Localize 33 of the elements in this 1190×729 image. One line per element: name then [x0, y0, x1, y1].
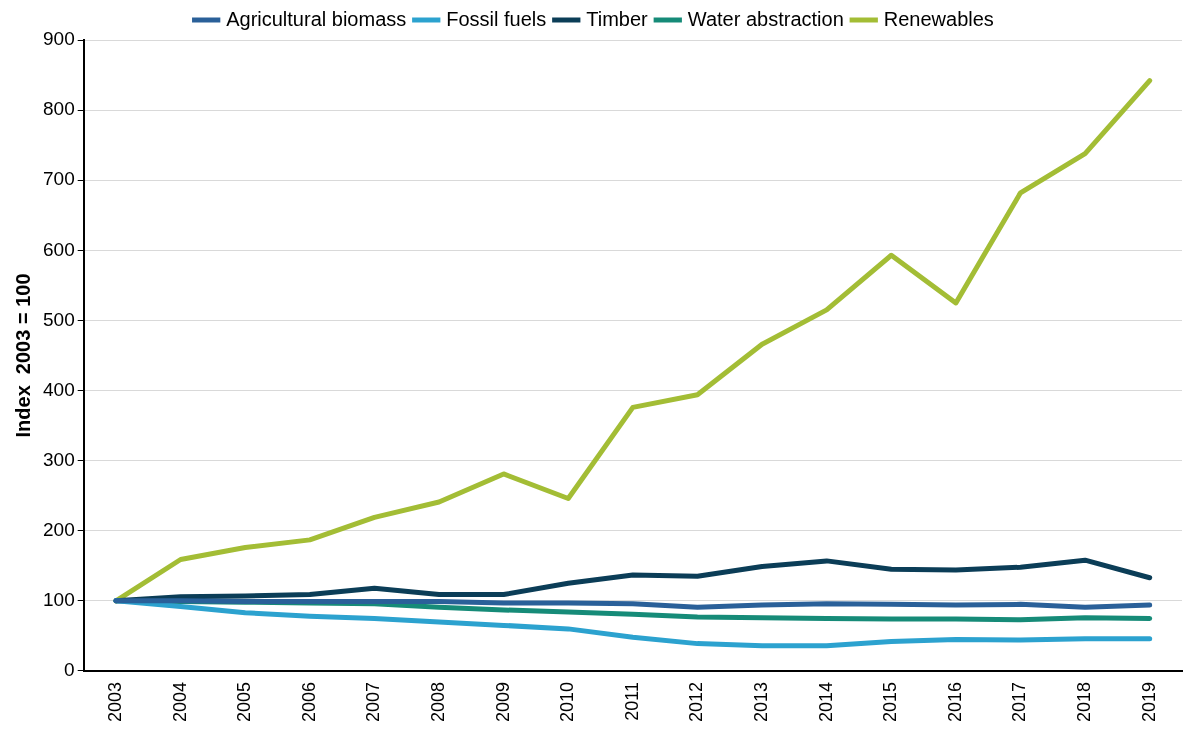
x-tick-label: 2003 — [104, 681, 125, 722]
x-tick-label: 2004 — [169, 681, 190, 722]
x-tick-label: 2015 — [880, 681, 901, 722]
x-tick-label: 2017 — [1009, 681, 1030, 722]
legend-label: Renewables — [883, 7, 994, 30]
x-tick-label: 2006 — [298, 681, 319, 722]
legend-label: Timber — [586, 7, 649, 30]
y-tick-label: 400 — [43, 378, 75, 400]
x-tick-label: 2014 — [815, 681, 836, 722]
x-tick-label: 2018 — [1074, 681, 1095, 722]
x-tick-label: 2005 — [234, 681, 255, 722]
x-tick-label: 2011 — [621, 681, 642, 721]
y-tick-label: 200 — [43, 518, 75, 540]
x-tick-label: 2013 — [751, 681, 772, 722]
legend-label: Fossil fuels — [446, 7, 547, 30]
x-tick-label: 2012 — [686, 681, 707, 722]
x-tick-label: 2009 — [492, 681, 513, 722]
x-tick-label: 2019 — [1138, 681, 1159, 722]
x-tick-label: 2007 — [363, 681, 384, 722]
x-tick-label: 2010 — [557, 681, 578, 722]
x-tick-label: 2016 — [944, 681, 965, 722]
legend-label: Agricultural biomass — [226, 7, 407, 30]
x-tick-label: 2008 — [428, 681, 448, 722]
y-tick-label: 700 — [43, 168, 75, 190]
y-axis-title: Index 2003 = 100 — [11, 273, 34, 438]
y-tick-label: 800 — [43, 98, 75, 120]
y-tick-label: 500 — [43, 308, 75, 330]
legend-label: Water abstraction — [687, 7, 844, 30]
y-tick-label: 0 — [64, 659, 75, 681]
y-tick-label: 300 — [43, 448, 75, 470]
y-tick-label: 100 — [43, 589, 75, 611]
y-tick-label: 600 — [43, 238, 75, 260]
y-tick-label: 900 — [43, 28, 75, 50]
